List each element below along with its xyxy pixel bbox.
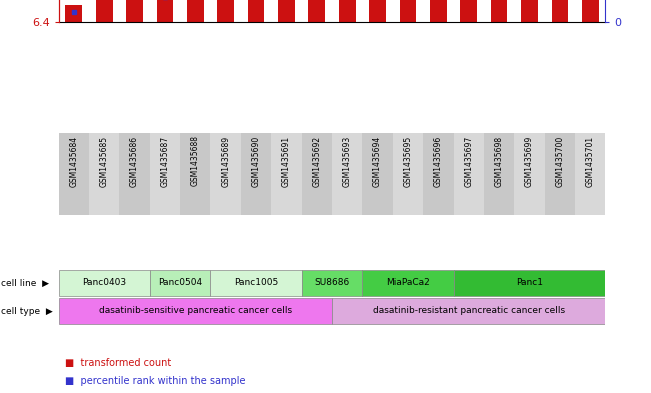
Bar xyxy=(430,0,447,22)
Text: MiaPaCa2: MiaPaCa2 xyxy=(386,278,430,287)
Text: dasatinib-resistant pancreatic cancer cells: dasatinib-resistant pancreatic cancer ce… xyxy=(372,306,565,315)
Text: GSM1435695: GSM1435695 xyxy=(404,136,413,187)
Text: Panc1005: Panc1005 xyxy=(234,278,278,287)
Bar xyxy=(65,5,82,22)
Bar xyxy=(241,133,271,215)
Text: SU8686: SU8686 xyxy=(314,278,350,287)
Text: GSM1435684: GSM1435684 xyxy=(69,136,78,187)
Bar xyxy=(363,270,454,296)
Text: cell line  ▶: cell line ▶ xyxy=(1,279,49,288)
Text: ■  transformed count: ■ transformed count xyxy=(65,358,171,368)
Bar xyxy=(301,133,332,215)
Bar xyxy=(484,133,514,215)
Text: GSM1435693: GSM1435693 xyxy=(342,136,352,187)
Text: GSM1435686: GSM1435686 xyxy=(130,136,139,187)
Bar xyxy=(309,0,325,22)
Bar xyxy=(278,0,295,22)
Bar xyxy=(454,133,484,215)
Bar xyxy=(150,133,180,215)
Bar xyxy=(332,133,363,215)
Text: GSM1435701: GSM1435701 xyxy=(586,136,595,187)
Text: GSM1435690: GSM1435690 xyxy=(251,136,260,187)
Bar xyxy=(210,133,241,215)
Bar xyxy=(551,0,568,22)
Text: GSM1435689: GSM1435689 xyxy=(221,136,230,187)
Bar xyxy=(423,133,454,215)
Bar xyxy=(180,133,210,215)
Bar xyxy=(217,0,234,22)
Bar xyxy=(59,133,89,215)
Text: GSM1435700: GSM1435700 xyxy=(555,136,564,187)
Bar xyxy=(210,270,301,296)
Bar xyxy=(150,270,210,296)
Text: ■  percentile rank within the sample: ■ percentile rank within the sample xyxy=(65,376,245,386)
Bar xyxy=(187,0,204,22)
Bar xyxy=(126,0,143,22)
Bar xyxy=(271,133,301,215)
Text: Panc1: Panc1 xyxy=(516,278,543,287)
Text: GSM1435691: GSM1435691 xyxy=(282,136,291,187)
Bar xyxy=(247,0,264,22)
Bar xyxy=(575,133,605,215)
Text: dasatinib-sensitive pancreatic cancer cells: dasatinib-sensitive pancreatic cancer ce… xyxy=(99,306,292,315)
Bar xyxy=(332,298,605,323)
Text: cell type  ▶: cell type ▶ xyxy=(1,307,52,316)
Bar xyxy=(545,133,575,215)
Text: Panc0504: Panc0504 xyxy=(158,278,202,287)
Bar xyxy=(363,133,393,215)
Bar xyxy=(521,0,538,22)
Bar xyxy=(301,270,363,296)
Text: GSM1435685: GSM1435685 xyxy=(100,136,109,187)
Bar xyxy=(59,298,332,323)
Text: GSM1435694: GSM1435694 xyxy=(373,136,382,187)
Text: GSM1435699: GSM1435699 xyxy=(525,136,534,187)
Bar xyxy=(582,0,598,22)
Bar xyxy=(96,0,113,22)
Bar xyxy=(454,270,605,296)
Bar xyxy=(89,133,119,215)
Bar xyxy=(460,0,477,22)
Bar xyxy=(393,133,423,215)
Text: GSM1435697: GSM1435697 xyxy=(464,136,473,187)
Bar xyxy=(369,0,386,22)
Text: GSM1435687: GSM1435687 xyxy=(160,136,169,187)
Text: GSM1435692: GSM1435692 xyxy=(312,136,322,187)
Bar xyxy=(514,133,545,215)
Bar xyxy=(339,0,355,22)
Text: GSM1435698: GSM1435698 xyxy=(495,136,504,187)
Text: Panc0403: Panc0403 xyxy=(82,278,126,287)
Text: GSM1435696: GSM1435696 xyxy=(434,136,443,187)
Bar xyxy=(59,270,150,296)
Bar xyxy=(400,0,416,22)
Bar xyxy=(156,0,173,22)
Text: GSM1435688: GSM1435688 xyxy=(191,136,200,186)
Bar xyxy=(491,0,507,22)
Bar xyxy=(119,133,150,215)
